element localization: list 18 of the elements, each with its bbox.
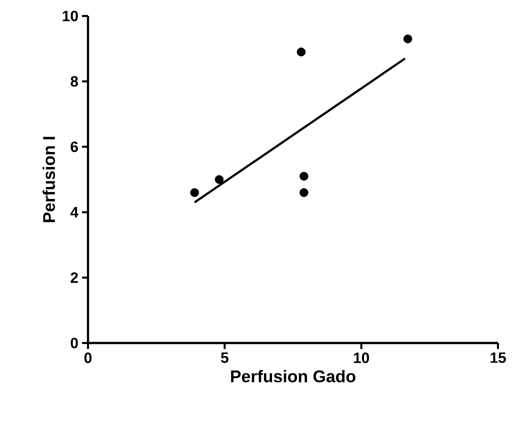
x-tick-label: 5 xyxy=(220,352,228,363)
y-tick-label: 8 xyxy=(70,76,78,87)
y-axis-title: Perfusion I xyxy=(42,136,56,222)
y-tick-label: 6 xyxy=(70,142,78,152)
y-tick-label: 0 xyxy=(70,338,78,348)
point xyxy=(190,188,199,197)
x-tick-label: 0 xyxy=(84,352,92,364)
y-tick-label: 2 xyxy=(70,272,78,283)
point xyxy=(300,172,308,181)
x-tick-label: 10 xyxy=(354,352,370,364)
y-tick-label: 4 xyxy=(70,207,78,218)
point xyxy=(296,48,306,56)
x-tick-label: 15 xyxy=(490,352,506,363)
point xyxy=(214,175,224,184)
y-tick-label: 10 xyxy=(62,10,78,22)
point xyxy=(300,188,308,197)
point xyxy=(403,34,412,44)
x-axis-title: Perfusion Gado xyxy=(231,370,356,382)
